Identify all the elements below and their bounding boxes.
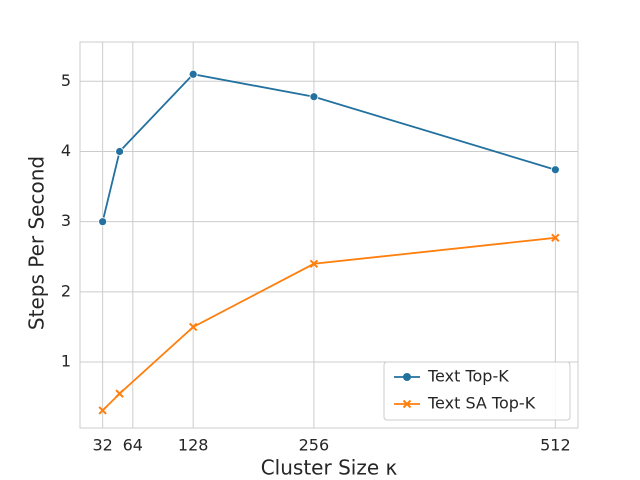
- data-point: [309, 259, 319, 268]
- y-tick-label: 3: [61, 211, 71, 230]
- x-tick-label: 128: [178, 436, 209, 455]
- data-point: [98, 406, 107, 415]
- marker-x: [98, 406, 107, 415]
- y-axis-label: Steps Per Second: [25, 156, 49, 330]
- legend: Text Top-K Text SA Top-K: [383, 361, 571, 421]
- legend-box: [383, 361, 571, 421]
- legend-label: Text Top-K: [427, 367, 509, 386]
- marker-x: [551, 233, 560, 243]
- data-point: [115, 147, 125, 156]
- y-tick-label: 5: [61, 71, 71, 90]
- data-point: [188, 322, 198, 332]
- data-point: [551, 233, 560, 243]
- y-tick-label: 4: [61, 141, 71, 160]
- data-point: [98, 217, 108, 227]
- x-tick-label: 512: [540, 436, 571, 455]
- legend-marker: [403, 373, 411, 381]
- data-point: [115, 389, 124, 398]
- data-point: [550, 165, 560, 175]
- marker-x: [115, 389, 124, 398]
- x-axis-label: Cluster Size κ: [261, 456, 398, 480]
- data-point: [309, 92, 319, 102]
- marker-x: [309, 259, 319, 268]
- x-tick-label: 256: [299, 436, 330, 455]
- x-tick-label: 32: [92, 436, 112, 455]
- series-line: [101, 73, 556, 222]
- data-point: [188, 69, 198, 79]
- marker-x: [188, 322, 198, 332]
- legend-marker: [402, 399, 412, 409]
- plot-frame: [79, 41, 579, 429]
- legend-label: Text SA Top-K: [427, 394, 536, 413]
- y-tick-label: 1: [61, 352, 71, 371]
- y-tick-label: 2: [61, 281, 71, 300]
- x-tick-label: 64: [123, 436, 143, 455]
